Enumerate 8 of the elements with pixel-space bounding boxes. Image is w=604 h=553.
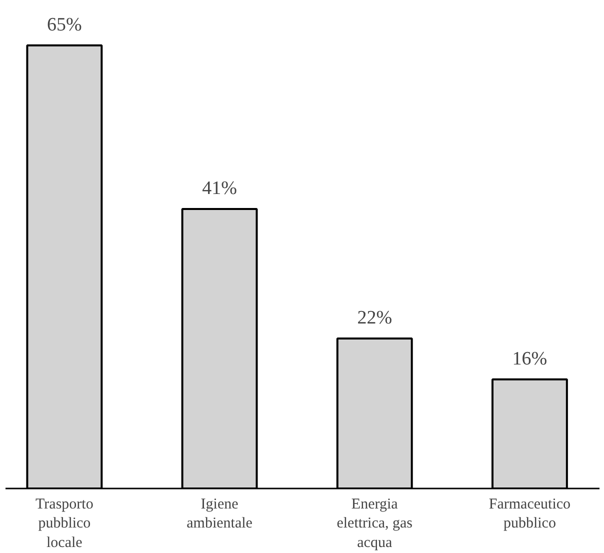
x-tick-label: Energia elettrica, gas acqua <box>336 496 413 551</box>
data-label: 41% <box>202 178 238 199</box>
x-tick-label: Igiene ambientale <box>186 496 253 532</box>
x-tick-label: Farmaceutico pubblico <box>488 496 571 532</box>
x-tick-label: Trasporto pubblico locale <box>36 496 94 551</box>
data-label: 22% <box>357 308 392 329</box>
data-label: 16% <box>512 348 548 370</box>
data-label: 65% <box>47 14 82 36</box>
